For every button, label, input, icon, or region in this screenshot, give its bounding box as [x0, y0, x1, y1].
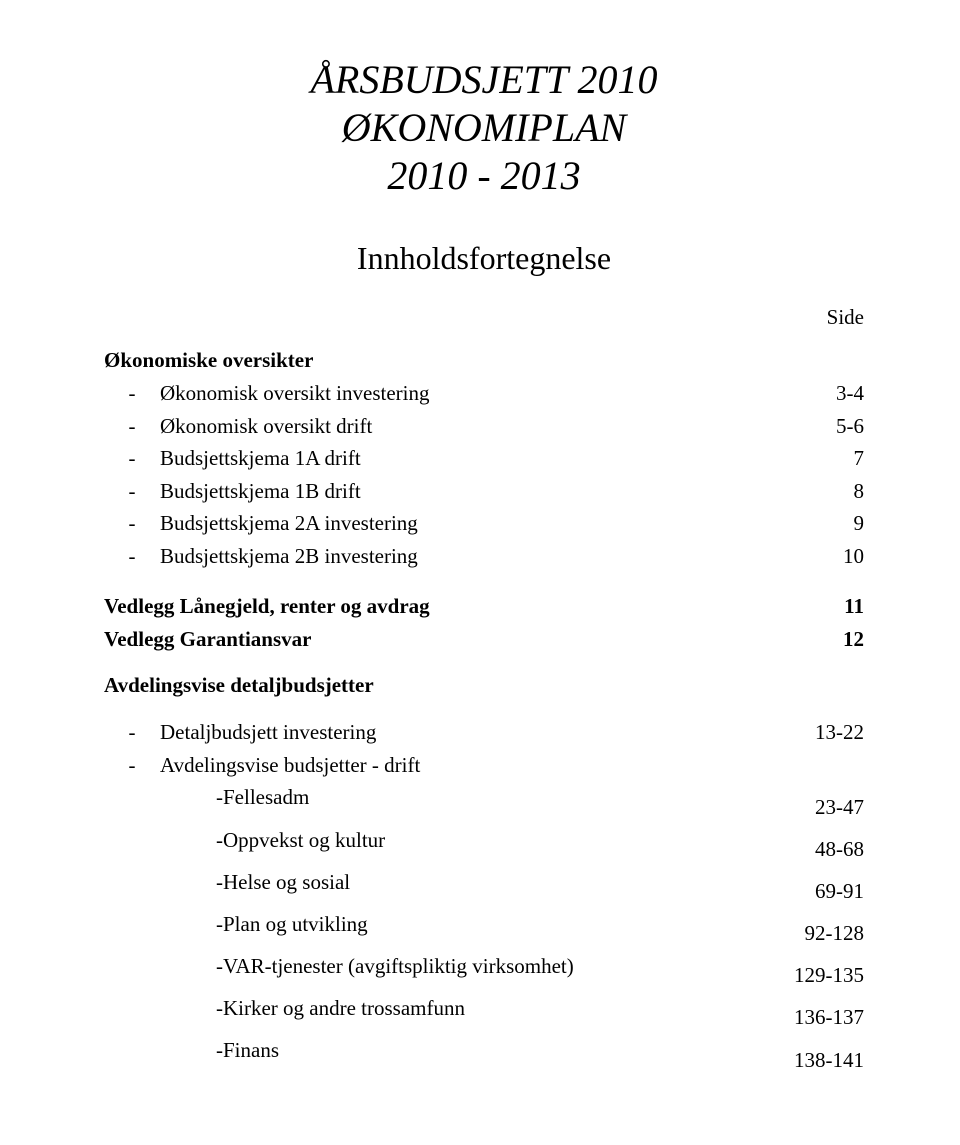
section-heading-avdelingsvise: Avdelingsvise detaljbudsjetter — [104, 673, 864, 698]
toc-row: - Detaljbudsjett investering 13-22 — [104, 716, 864, 749]
toc-pages: 13-22 — [784, 716, 864, 749]
indent-spacer — [104, 824, 160, 857]
toc-pages: 48-68 — [784, 833, 864, 866]
toc-row-bold: Vedlegg Lånegjeld, renter og avdrag 11 — [104, 590, 864, 623]
indent-spacer — [104, 950, 160, 983]
toc-subrow: -Kirker og andre trossamfunn 136-137 — [104, 992, 864, 1034]
toc-row: - Budsjettskjema 1B drift 8 — [104, 475, 864, 508]
toc-pages: 12 — [784, 623, 864, 656]
toc-pages: 136-137 — [784, 1001, 864, 1034]
indent-spacer — [104, 781, 160, 814]
toc-row: - Budsjettskjema 2A investering 9 — [104, 507, 864, 540]
toc-label: Økonomisk oversikt drift — [160, 410, 372, 443]
indent-spacer — [104, 866, 160, 899]
toc-pages: 138-141 — [784, 1044, 864, 1077]
toc-row: - Avdelingsvise budsjetter - drift — [104, 749, 864, 782]
title-block: ÅRSBUDSJETT 2010 ØKONOMIPLAN 2010 - 2013 — [104, 56, 864, 200]
toc-subrow: -Helse og sosial 69-91 — [104, 866, 864, 908]
toc-label: Budsjettskjema 1A drift — [160, 442, 361, 475]
toc-label: Vedlegg Lånegjeld, renter og avdrag — [104, 590, 430, 623]
title-line-1: ÅRSBUDSJETT 2010 — [104, 56, 864, 104]
toc-label: Budsjettskjema 1B drift — [160, 475, 361, 508]
toc-pages: 7 — [784, 442, 864, 475]
toc-label: Økonomisk oversikt investering — [160, 377, 429, 410]
section-heading-okonomiske: Økonomiske oversikter — [104, 348, 864, 373]
toc-label: -Fellesadm — [160, 781, 309, 814]
toc-subrow: -Oppvekst og kultur 48-68 — [104, 824, 864, 866]
indent-spacer — [104, 908, 160, 941]
toc-label: -Plan og utvikling — [160, 908, 368, 941]
bullet-icon: - — [104, 540, 160, 573]
toc-row: - Budsjettskjema 1A drift 7 — [104, 442, 864, 475]
bullet-icon: - — [104, 749, 160, 782]
bullet-icon: - — [104, 475, 160, 508]
bullet-icon: - — [104, 377, 160, 410]
toc-subrow: -VAR-tjenester (avgiftspliktig virksomhe… — [104, 950, 864, 992]
bullet-icon: - — [104, 716, 160, 749]
toc-row: - Økonomisk oversikt investering 3-4 — [104, 377, 864, 410]
toc-label: Detaljbudsjett investering — [160, 716, 376, 749]
toc-pages: 3-4 — [784, 377, 864, 410]
toc-pages: 129-135 — [784, 959, 864, 992]
toc-label: Vedlegg Garantiansvar — [104, 623, 311, 656]
bullet-icon: - — [104, 507, 160, 540]
toc-row-bold: Vedlegg Garantiansvar 12 — [104, 623, 864, 656]
toc-label: -Oppvekst og kultur — [160, 824, 385, 857]
bullet-icon: - — [104, 410, 160, 443]
toc-label: Budsjettskjema 2A investering — [160, 507, 418, 540]
toc-row: - Økonomisk oversikt drift 5-6 — [104, 410, 864, 443]
toc-pages: 9 — [784, 507, 864, 540]
toc-pages: 23-47 — [784, 791, 864, 824]
title-line-3: 2010 - 2013 — [104, 152, 864, 200]
toc-subrow: -Plan og utvikling 92-128 — [104, 908, 864, 950]
toc-pages: 11 — [784, 590, 864, 623]
indent-spacer — [104, 1034, 160, 1067]
toc-label: -Helse og sosial — [160, 866, 350, 899]
toc-pages: 8 — [784, 475, 864, 508]
toc-pages: 5-6 — [784, 410, 864, 443]
toc-label: Avdelingsvise budsjetter - drift — [160, 749, 420, 782]
toc-pages: 69-91 — [784, 875, 864, 908]
subtitle: Innholdsfortegnelse — [104, 240, 864, 277]
toc-subrow: -Finans 138-141 — [104, 1034, 864, 1076]
document-page: ÅRSBUDSJETT 2010 ØKONOMIPLAN 2010 - 2013… — [0, 0, 960, 1132]
toc-label: -Kirker og andre trossamfunn — [160, 992, 465, 1025]
toc-label: Budsjettskjema 2B investering — [160, 540, 418, 573]
bullet-icon: - — [104, 442, 160, 475]
indent-spacer — [104, 992, 160, 1025]
toc-subrow: -Fellesadm 23-47 — [104, 781, 864, 823]
toc-label: -VAR-tjenester (avgiftspliktig virksomhe… — [160, 950, 574, 983]
toc-label: -Finans — [160, 1034, 279, 1067]
toc-row: - Budsjettskjema 2B investering 10 — [104, 540, 864, 573]
toc-pages: 10 — [784, 540, 864, 573]
title-line-2: ØKONOMIPLAN — [104, 104, 864, 152]
toc-pages: 92-128 — [784, 917, 864, 950]
side-label: Side — [104, 305, 864, 330]
